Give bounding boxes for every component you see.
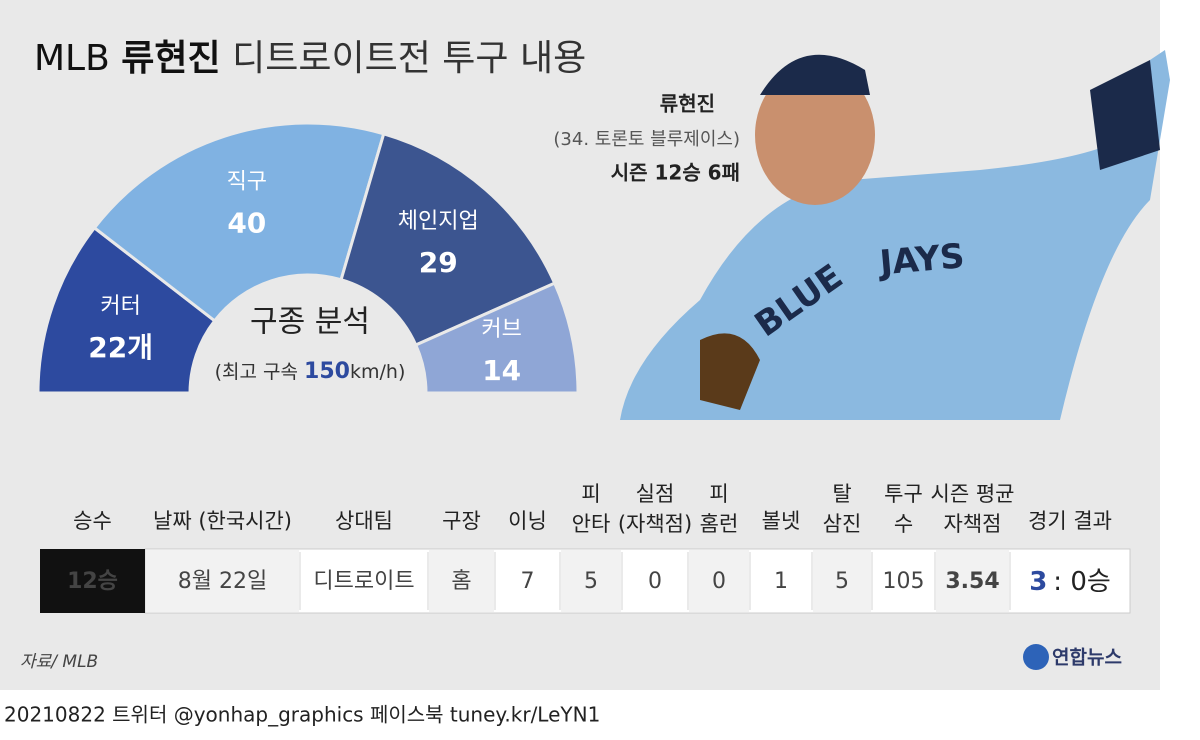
segment-label: 체인지업: [398, 209, 479, 234]
result: 3: 0승: [1029, 567, 1111, 597]
chart-center-title: 구종 분석: [250, 305, 370, 340]
title: MLB 류현진 디트로이트전 투구 내용: [34, 38, 586, 79]
segment-value: 40: [227, 207, 266, 240]
segment-value: 14: [482, 354, 521, 387]
table-header: 피 홈런: [700, 482, 739, 536]
player-info: (34. 토론토 블루제이스): [553, 129, 740, 150]
table-header: 날짜 (한국시간): [153, 509, 292, 533]
win-cell: [40, 549, 145, 613]
table-header: 경기 결과: [1028, 509, 1112, 533]
cell-bg: [689, 550, 749, 612]
credit: 20210822 트위터 @yonhap_graphics 페이스북 tuney…: [4, 703, 600, 727]
table-cell: 5: [835, 569, 849, 594]
segment-value: 22개: [88, 331, 153, 364]
pitch-chart: 커터 22개 직구 40 체인지업 29 커브 14: [36, 121, 580, 395]
table-header: 상대팀: [335, 509, 393, 533]
table-cell: 디트로이트: [313, 569, 414, 594]
cell-bg: [146, 550, 299, 612]
logo-icon: [1023, 644, 1049, 670]
source: 자료/ MLB: [20, 652, 98, 672]
result-score: 3: [1029, 567, 1047, 597]
segment-label: 커브: [481, 317, 521, 342]
pie-segment: [92, 121, 386, 323]
table-header: 볼넷: [762, 509, 801, 533]
player-photo: JAYS BLUE: [620, 50, 1170, 420]
cell-bg: [936, 550, 1009, 612]
table-cell: 12승: [67, 569, 118, 594]
table-header: 승수: [73, 509, 112, 533]
segment-value: 29: [419, 246, 458, 279]
player-season: 시즌 12승 6패: [611, 161, 740, 185]
cell-bg: [561, 550, 621, 612]
table-header: 탈 삼진: [823, 482, 862, 536]
cell-bg: [429, 550, 494, 612]
pie-segment: [413, 281, 580, 395]
player-name: 류현진: [660, 92, 715, 116]
svg-text:JAYS: JAYS: [876, 236, 966, 283]
cell-bg: [813, 550, 871, 612]
table-cell: 1: [774, 569, 788, 594]
table-cell: 105: [883, 569, 925, 594]
segment-label: 직구: [227, 170, 267, 195]
table-cell: 5: [584, 569, 598, 594]
table-cell: 0: [712, 569, 726, 594]
result-rest: : 0승: [1053, 567, 1111, 597]
table-header: 피 안타: [572, 482, 611, 536]
table-header: 구장: [442, 509, 481, 533]
table-header: 이닝: [508, 509, 547, 533]
table-header: 투구 수: [884, 482, 923, 536]
table-cell: 홈: [451, 569, 471, 594]
segment-label: 커터: [100, 294, 140, 319]
pie-segment: [339, 131, 557, 347]
table-cell: 3.54: [945, 569, 999, 594]
table-cell: 7: [521, 569, 535, 594]
table-cell: 0: [648, 569, 662, 594]
table-cell: 8월 22일: [178, 569, 267, 594]
logo: 연합뉴스: [1052, 647, 1122, 669]
chart-center-subtitle: (최고 구속 150km/h): [215, 359, 406, 384]
table-header: 시즌 평균 자책점: [931, 482, 1015, 536]
table-header: 실점 (자책점): [618, 482, 692, 536]
